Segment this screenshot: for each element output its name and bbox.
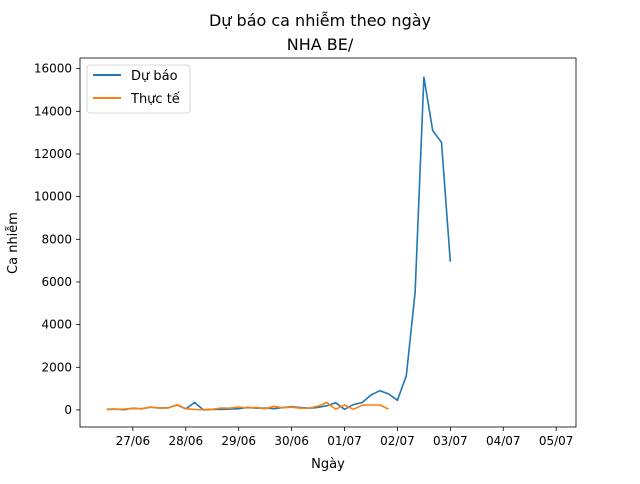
y-tick-label: 16000 — [34, 62, 72, 76]
y-axis: 0 2000 4000 6000 8000 10000 12000 14000 16000 — [34, 62, 80, 417]
plot-area — [80, 58, 576, 427]
y-axis-label: Ca nhiễm — [6, 212, 21, 274]
legend-label-forecast: Dự báo — [131, 69, 178, 84]
plot-frame — [79, 57, 577, 428]
y-tick-label: 8000 — [41, 232, 72, 246]
series-line-actual — [106, 401, 389, 411]
legend: Dự báo Thực tế — [86, 64, 191, 114]
x-tick-label: 04/07 — [486, 434, 521, 448]
x-tick-label: 29/06 — [221, 434, 256, 448]
legend-label-actual: Thực tế — [130, 92, 180, 107]
x-tick-label: 27/06 — [116, 434, 151, 448]
y-tick-label: 10000 — [34, 190, 72, 204]
series-layer — [106, 76, 452, 411]
chart-subtitle: NHA BE/ — [287, 35, 354, 54]
y-tick-label: 6000 — [41, 275, 72, 289]
y-tick-label: 0 — [64, 403, 72, 417]
x-axis-label: Ngày — [311, 457, 345, 472]
x-tick-label: 05/07 — [539, 434, 574, 448]
x-tick-label: 30/06 — [274, 434, 309, 448]
x-tick-label: 02/07 — [380, 434, 415, 448]
x-tick-label: 03/07 — [433, 434, 468, 448]
y-tick-label: 2000 — [41, 360, 72, 374]
x-tick-label: 28/06 — [169, 434, 204, 448]
y-tick-label: 4000 — [41, 318, 72, 332]
y-tick-label: 12000 — [34, 147, 72, 161]
legend-box — [86, 64, 191, 114]
y-tick-label: 14000 — [34, 104, 72, 118]
x-tick-label: 01/07 — [327, 434, 362, 448]
chart-title: Dự báo ca nhiễm theo ngày — [209, 11, 431, 30]
x-axis: 27/06 28/06 29/06 30/06 01/07 02/07 03/07 04/07… — [116, 427, 574, 448]
